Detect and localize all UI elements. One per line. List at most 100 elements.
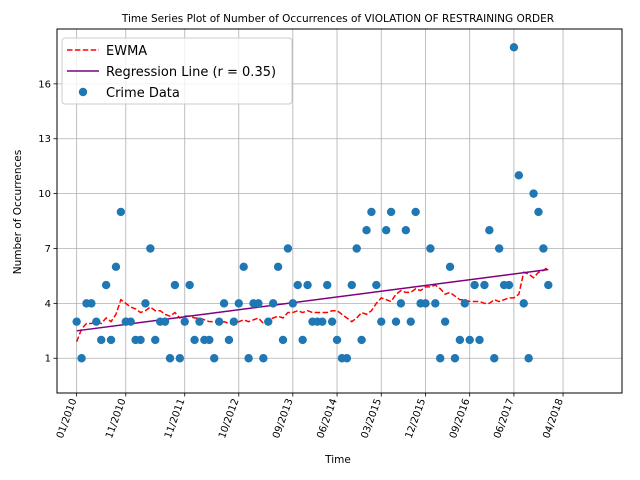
ewma-line bbox=[75, 266, 549, 343]
crime-data-point bbox=[126, 317, 135, 326]
legend-frame bbox=[61, 37, 293, 105]
crime-data-point bbox=[224, 335, 234, 345]
y-tick-label: 16 bbox=[38, 79, 51, 90]
crime-data-point bbox=[357, 335, 366, 345]
crime-data-point bbox=[362, 226, 371, 235]
x-axis-ticks: 01/2010 11/2010 11/2011 10/2012 09/2013 06/20… bbox=[55, 393, 566, 440]
crime-data-point bbox=[544, 280, 553, 290]
crime-data-point bbox=[421, 299, 430, 308]
crime-data-series bbox=[72, 43, 553, 363]
crime-data-point bbox=[480, 280, 489, 290]
crime-data-point bbox=[524, 354, 533, 363]
crime-data-point bbox=[239, 262, 248, 271]
plot-area-frame bbox=[56, 28, 623, 394]
crime-data-point bbox=[377, 317, 386, 326]
x-tick-label: 03/2015 bbox=[360, 397, 385, 440]
y-axis-ticks: 1 4 7 10 13 16 bbox=[38, 79, 57, 365]
crime-data-point bbox=[77, 354, 86, 363]
crime-data-point bbox=[504, 280, 514, 290]
y-axis-label: Number of Occurrences bbox=[12, 150, 24, 274]
crime-data-point bbox=[180, 317, 189, 326]
crime-data-point bbox=[534, 207, 543, 217]
crime-data-point bbox=[509, 43, 519, 52]
crime-data-point bbox=[450, 354, 460, 363]
crime-data-point bbox=[396, 299, 406, 308]
crime-data-point bbox=[146, 244, 155, 253]
crime-data-point bbox=[259, 354, 268, 363]
crime-data-point bbox=[210, 354, 219, 363]
crime-data-point bbox=[465, 335, 474, 345]
crime-data-point bbox=[254, 299, 263, 308]
crime-data-point bbox=[219, 299, 229, 308]
ewma-series bbox=[75, 266, 549, 343]
x-tick-label: 06/2014 bbox=[315, 397, 340, 440]
crime-data-point bbox=[116, 207, 126, 217]
crime-data-point bbox=[170, 280, 180, 290]
x-tick-label: 11/2011 bbox=[163, 397, 188, 440]
crime-data-point bbox=[264, 317, 273, 326]
x-tick-label: 09/2016 bbox=[448, 397, 473, 440]
crime-data-point bbox=[514, 171, 524, 180]
crime-data-point bbox=[229, 317, 239, 326]
crime-data-point bbox=[165, 354, 175, 363]
y-tick-label: 1 bbox=[45, 354, 51, 365]
x-tick-label: 06/2017 bbox=[492, 397, 517, 440]
crime-data-point bbox=[97, 335, 106, 345]
crime-data-point bbox=[185, 280, 194, 290]
crime-data-point bbox=[298, 335, 307, 345]
crime-data-point bbox=[460, 299, 469, 308]
crime-data-point bbox=[273, 262, 283, 271]
x-tick-label: 09/2013 bbox=[271, 397, 296, 440]
crime-data-point bbox=[268, 299, 278, 308]
crime-data-point bbox=[440, 317, 450, 326]
legend-ewma-label: EWMA bbox=[106, 44, 147, 59]
crime-data-point bbox=[214, 317, 224, 326]
crime-data-point bbox=[539, 244, 548, 253]
crime-data-point bbox=[406, 317, 415, 326]
x-tick-label: 10/2012 bbox=[217, 397, 242, 440]
crime-data-point bbox=[288, 299, 298, 308]
crime-data-point bbox=[342, 354, 352, 363]
crime-data-point bbox=[436, 354, 445, 363]
crime-data-point bbox=[293, 280, 302, 290]
crime-data-point bbox=[87, 299, 96, 308]
crime-data-point bbox=[72, 317, 81, 326]
crime-data-point bbox=[386, 207, 396, 217]
crime-data-point bbox=[303, 280, 312, 290]
y-tick-label: 10 bbox=[38, 189, 51, 200]
y-tick-label: 13 bbox=[38, 134, 51, 145]
x-axis-label: Time bbox=[324, 454, 351, 466]
crime-data-point bbox=[372, 280, 381, 290]
x-tick-label: 01/2010 bbox=[55, 397, 80, 440]
chart-title: Time Series Plot of Number of Occurrence… bbox=[121, 13, 554, 25]
legend: EWMA Regression Line (r = 0.35) Crime Da… bbox=[61, 37, 293, 105]
crime-data-point bbox=[352, 244, 361, 253]
crime-data-point bbox=[475, 335, 484, 345]
crime-data-point bbox=[205, 335, 214, 345]
crime-data-point bbox=[278, 335, 288, 345]
crime-data-point bbox=[529, 189, 538, 198]
crime-data-point bbox=[136, 335, 145, 345]
crime-data-point bbox=[160, 317, 170, 326]
crime-data-point bbox=[323, 280, 332, 290]
crime-data-point bbox=[411, 207, 420, 217]
crime-data-point bbox=[101, 280, 111, 290]
crime-data-point bbox=[455, 335, 465, 345]
regression-series bbox=[76, 268, 549, 332]
regression-line bbox=[76, 268, 549, 332]
crime-data-point bbox=[431, 299, 440, 308]
crime-data-point bbox=[234, 299, 243, 308]
x-tick-label: 11/2010 bbox=[104, 397, 129, 440]
crime-data-point bbox=[445, 262, 455, 271]
y-tick-label: 7 bbox=[45, 244, 51, 255]
crime-data-point bbox=[151, 335, 160, 345]
crime-data-point bbox=[111, 262, 121, 271]
crime-data-point bbox=[327, 317, 337, 326]
crime-data-point bbox=[367, 207, 376, 217]
crime-data-point bbox=[381, 226, 391, 235]
crime-data-point bbox=[485, 226, 494, 235]
crime-data-point bbox=[141, 299, 150, 308]
crime-data-point bbox=[190, 335, 199, 345]
crime-data-point bbox=[92, 317, 101, 326]
